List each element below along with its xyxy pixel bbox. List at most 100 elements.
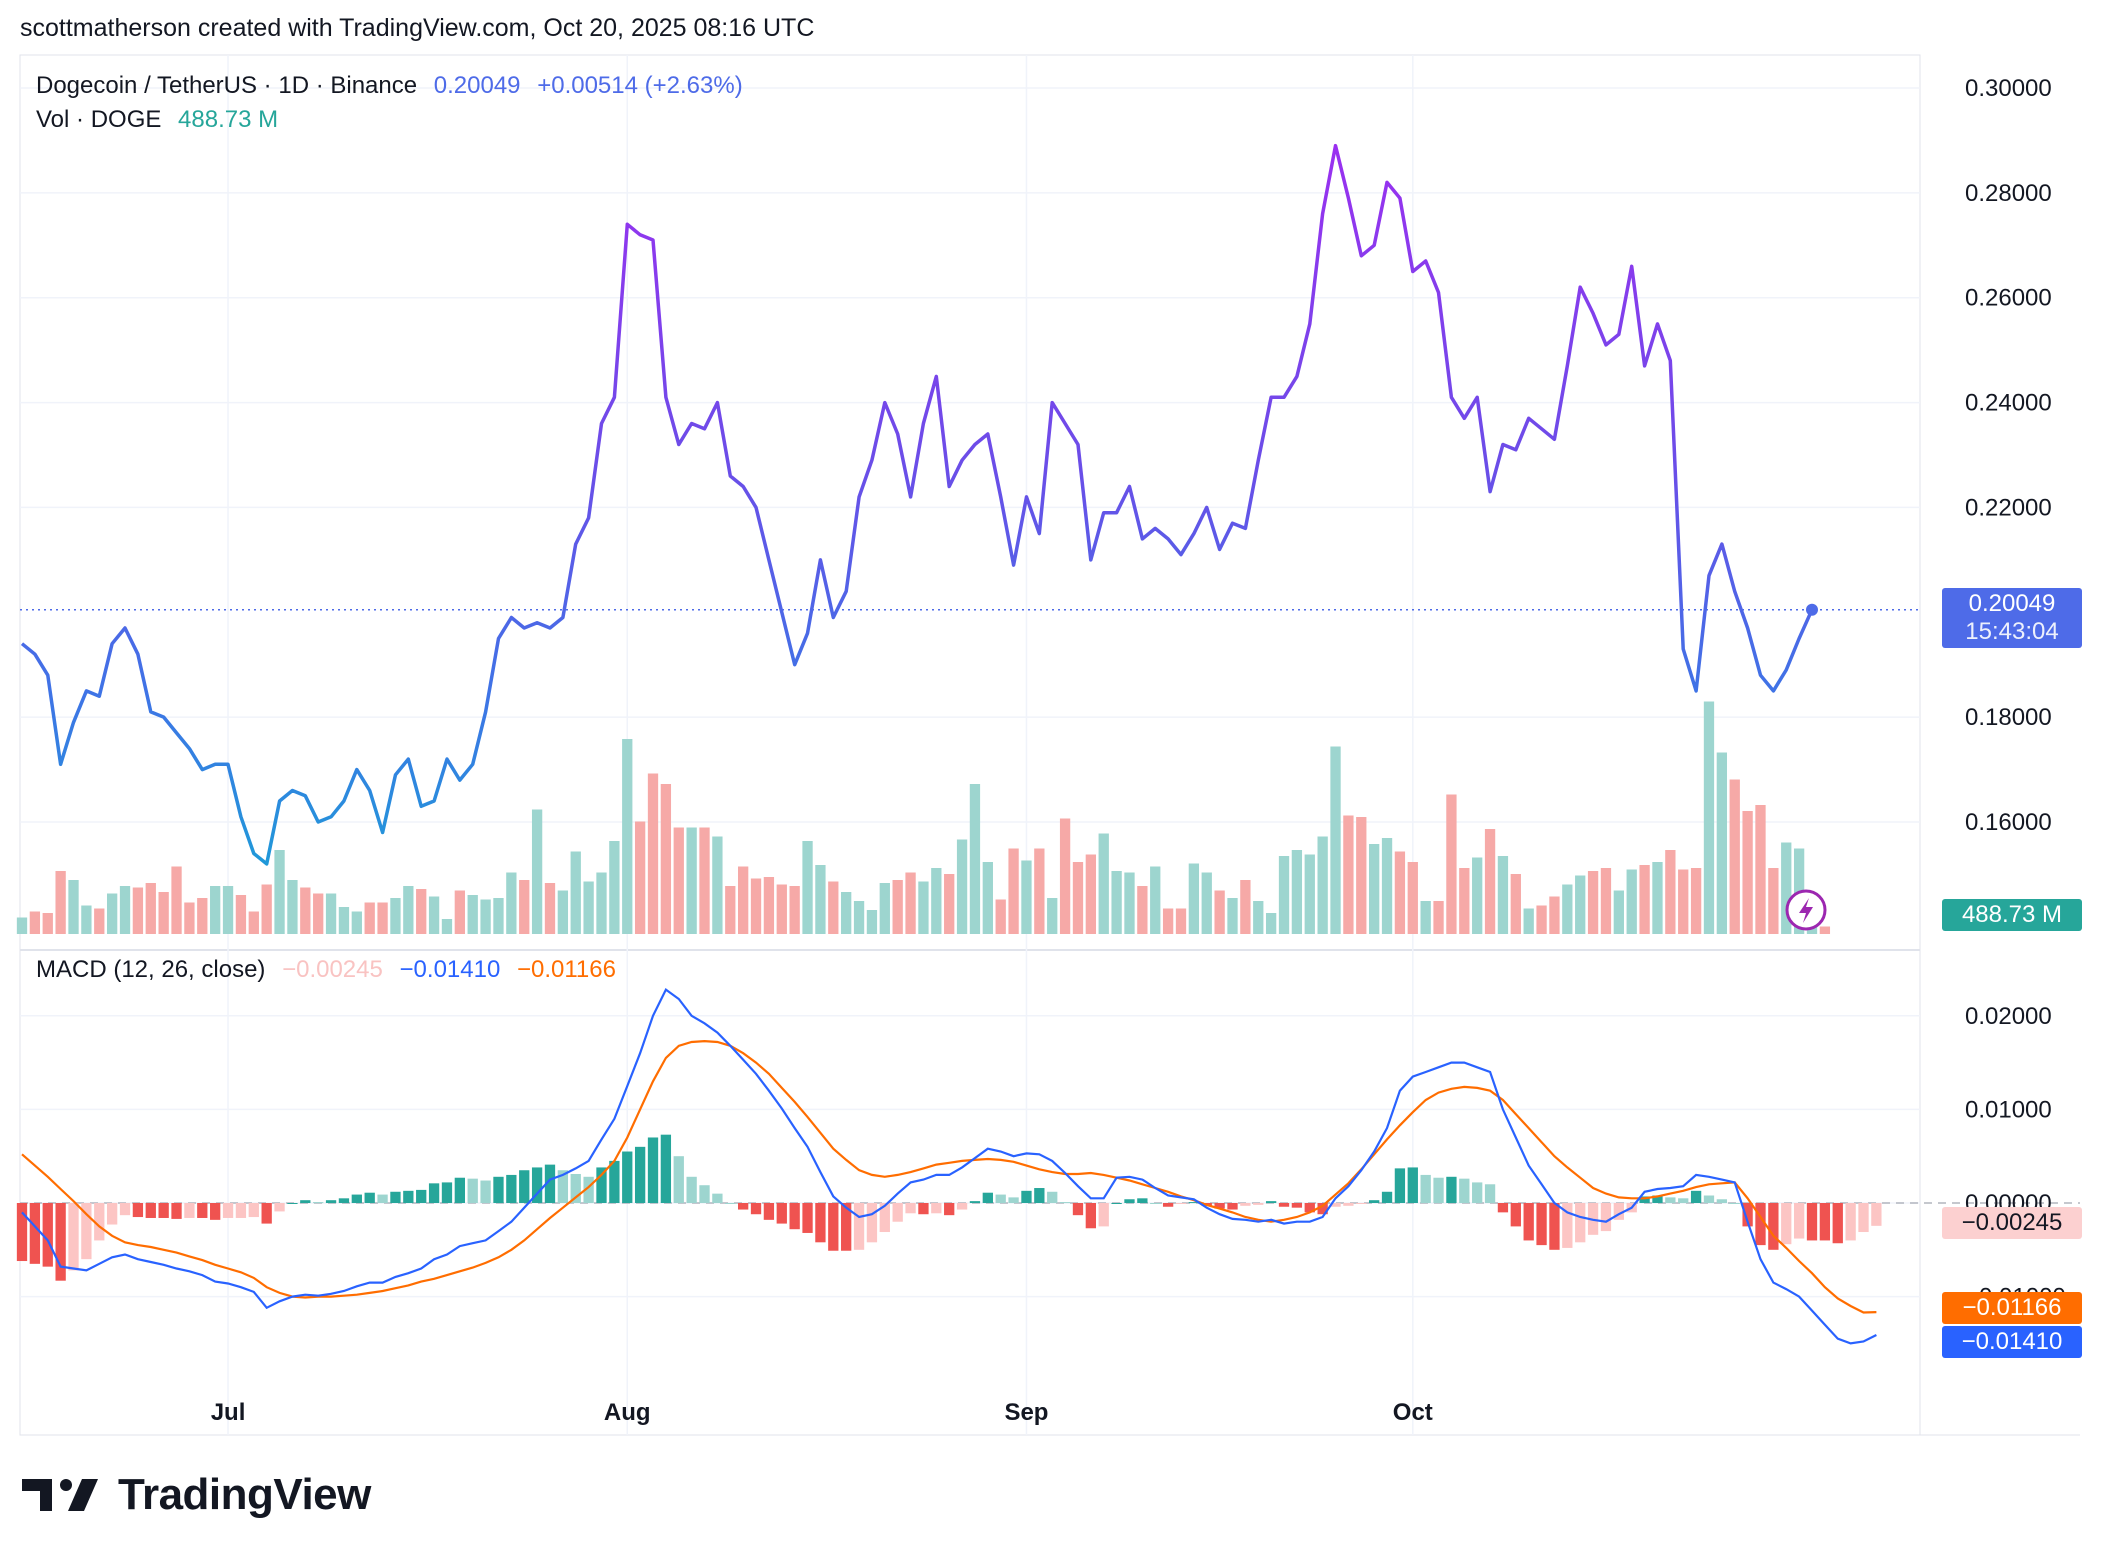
tradingview-logo-text: TradingView <box>118 1470 371 1519</box>
macd-hist-bar <box>1304 1203 1315 1213</box>
volume-bar <box>1626 869 1637 934</box>
volume-bar <box>1484 829 1496 934</box>
macd-hist-bar <box>1420 1174 1431 1203</box>
volume-bar <box>634 821 646 934</box>
macd-hist-bar <box>29 1203 41 1264</box>
volume-bar <box>776 884 787 934</box>
macd-hist-bar <box>1665 1197 1676 1203</box>
volume-bar <box>1652 862 1663 934</box>
macd-hist-bar <box>441 1182 453 1203</box>
macd-hist-bar <box>210 1203 221 1220</box>
legend-macd-label[interactable]: MACD (12, 26, close) <box>36 956 266 983</box>
macd-hist-bar <box>184 1203 195 1218</box>
macd-hist-bar <box>931 1203 942 1214</box>
macd-hist-bar <box>1369 1200 1380 1203</box>
volume-bar <box>1059 818 1071 934</box>
volume-bar <box>673 827 684 934</box>
macd-hist-bar <box>725 1203 736 1204</box>
volume-bar <box>416 889 427 934</box>
macd-hist-bar <box>1188 1202 1200 1204</box>
macd-hist-bar <box>1137 1198 1148 1203</box>
macd-hist-bar <box>1317 1203 1328 1215</box>
volume-bar <box>171 866 182 934</box>
volume-bar <box>1175 908 1187 934</box>
price-tick-label: 0.30000 <box>1965 75 2052 102</box>
tradingview-logo[interactable]: TradingView <box>22 1470 371 1520</box>
macd-tick-label: 0.02000 <box>1965 1003 2052 1030</box>
macd-hist-bar <box>16 1203 28 1262</box>
volume-bar <box>892 880 903 934</box>
volume-bar <box>1729 779 1740 934</box>
volume-bar <box>1265 913 1277 934</box>
macd-line <box>21 987 1877 1345</box>
macd-hist-bar <box>274 1203 285 1212</box>
macd-hist-bar <box>789 1203 800 1230</box>
volume-bar <box>1742 811 1753 934</box>
axis-labels: 0.30000 0.28000 0.26000 0.24000 0.22000 0.180… <box>211 75 2066 1426</box>
macd-hist-bar <box>969 1201 981 1203</box>
macd-hist-bar <box>738 1203 749 1210</box>
volume-bar <box>1536 905 1547 934</box>
volume-bar <box>1214 890 1225 934</box>
volume-bar <box>1201 872 1212 934</box>
macd-hist-bar <box>1832 1203 1843 1244</box>
macd-hist-bar <box>918 1203 929 1215</box>
macd-hist-bar <box>42 1203 53 1267</box>
volume-bar <box>1253 901 1264 934</box>
volume-bar <box>55 871 66 934</box>
macd-hist-bar <box>1085 1203 1096 1229</box>
volume-bar <box>377 902 388 934</box>
lightning-icon[interactable] <box>1785 889 1827 931</box>
macd-hist-bar <box>570 1173 581 1203</box>
volume-bar <box>1819 926 1831 934</box>
volume-bar <box>1472 857 1483 934</box>
macd-hist-bar <box>1356 1203 1367 1204</box>
macd-hist-bar <box>1716 1199 1728 1203</box>
macd-hist-bar <box>1845 1203 1856 1241</box>
volume-bar <box>480 899 491 934</box>
volume-bar <box>184 902 195 934</box>
macd-hist-bar <box>454 1177 465 1203</box>
macd-hist-bar <box>313 1202 324 1204</box>
macd-hist-bar <box>892 1203 903 1222</box>
macd-hist-bar <box>544 1164 556 1203</box>
macd-hist-bar <box>81 1203 92 1260</box>
macd-hist-bar <box>1742 1203 1753 1227</box>
volume-bar <box>1291 850 1303 934</box>
legend-vol-label[interactable]: Vol · DOGE <box>36 106 162 133</box>
chart-frame <box>19 54 2080 1436</box>
macd-hist-bar <box>673 1156 684 1203</box>
volume-bar <box>158 892 169 934</box>
volume-bar <box>905 872 916 934</box>
volume-bar <box>81 905 92 934</box>
volume-bar <box>1124 872 1135 934</box>
legend-macd-value: −0.01410 <box>399 956 501 983</box>
macd-hist-bar <box>1034 1188 1045 1203</box>
volume-bar <box>1034 848 1045 934</box>
macd-hist-bar <box>1497 1203 1509 1213</box>
volume-bar <box>815 865 826 934</box>
macd-hist-bar <box>493 1176 504 1203</box>
macd-hist-bar <box>802 1203 813 1233</box>
time-tick-label: Jul <box>211 1399 246 1426</box>
volume-bar <box>1150 866 1161 934</box>
volume-bar <box>557 890 569 934</box>
macd-hist-bar <box>609 1160 620 1203</box>
macd-hist-bar <box>1729 1203 1740 1204</box>
macd-hist-bar <box>261 1203 272 1224</box>
macd-hist-bar <box>1793 1203 1805 1239</box>
macd-hist-bar <box>1150 1203 1161 1204</box>
volume-bar <box>1278 856 1290 934</box>
legend-symbol[interactable]: Dogecoin / TetherUS · 1D · Binance <box>36 72 418 99</box>
macd-hist-bar <box>1446 1176 1457 1203</box>
volume-bar <box>145 883 156 934</box>
volume-bar <box>763 877 775 934</box>
macd-hist-bar <box>1510 1203 1521 1227</box>
macd-hist-bar <box>1059 1202 1071 1204</box>
macd-hist-bar <box>712 1193 723 1203</box>
volume-bar <box>519 880 530 934</box>
volume-bar <box>106 893 118 934</box>
volume-bar <box>738 866 749 934</box>
macd-hist-bar <box>853 1203 865 1250</box>
